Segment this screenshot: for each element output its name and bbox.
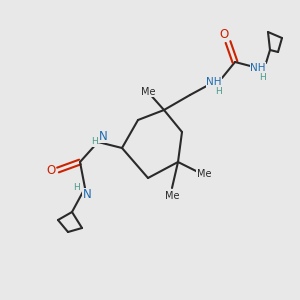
Text: Me: Me	[141, 87, 155, 97]
Text: NH: NH	[206, 77, 222, 87]
Text: NH: NH	[250, 63, 266, 73]
Text: N: N	[99, 130, 107, 142]
Text: H: H	[91, 137, 98, 146]
Text: H: H	[74, 184, 80, 193]
Text: Me: Me	[197, 169, 211, 179]
Text: O: O	[46, 164, 56, 176]
Text: Me: Me	[165, 191, 179, 201]
Text: N: N	[82, 188, 91, 202]
Text: H: H	[216, 86, 222, 95]
Text: H: H	[260, 73, 266, 82]
Text: O: O	[219, 28, 229, 41]
